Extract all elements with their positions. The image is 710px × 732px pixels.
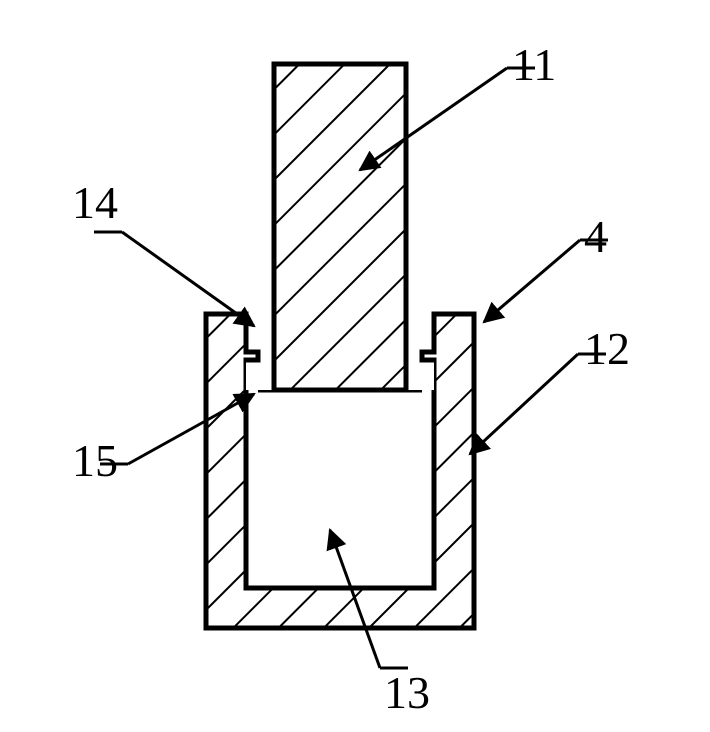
label-4: 4 <box>584 211 607 262</box>
leader-4 <box>484 240 580 322</box>
label-11: 11 <box>512 39 556 90</box>
leader-12 <box>470 354 578 454</box>
notch-left <box>246 352 258 360</box>
leader-14 <box>122 232 254 326</box>
label-15: 15 <box>72 435 118 486</box>
label-13: 13 <box>384 667 430 718</box>
notch-right <box>422 352 434 360</box>
label-12: 12 <box>584 323 630 374</box>
upper-block-section <box>274 64 406 390</box>
label-14: 14 <box>72 177 118 228</box>
